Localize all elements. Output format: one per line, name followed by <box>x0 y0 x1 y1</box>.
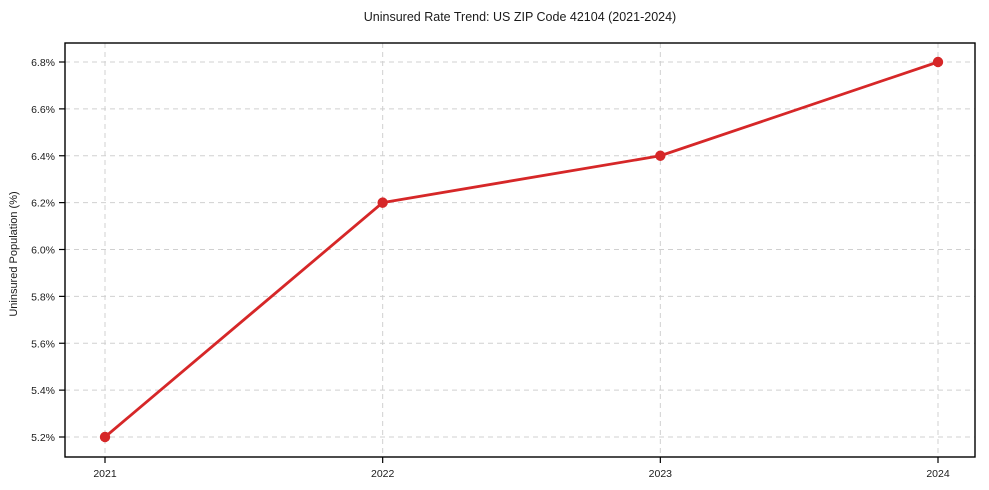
y-tick-label: 6.8% <box>31 57 55 69</box>
y-axis-title-text: Uninsured Population (%) <box>8 191 20 317</box>
y-tick-label: 5.6% <box>31 338 55 350</box>
x-tick-label: 2022 <box>371 468 395 480</box>
data-point <box>99 431 111 443</box>
x-tick-label: 2023 <box>649 468 673 480</box>
data-point <box>377 197 388 208</box>
y-tick-label: 6.0% <box>31 245 55 257</box>
data-point <box>932 56 944 68</box>
y-tick-label: 5.8% <box>31 291 55 303</box>
y-tick-label: 5.4% <box>31 385 55 397</box>
x-tick-label: 2021 <box>93 468 117 480</box>
trend-line <box>103 60 940 439</box>
y-tick-label: 6.6% <box>31 104 55 116</box>
chart-title: Uninsured Rate Trend: US ZIP Code 42104 … <box>363 10 677 24</box>
y-tick-label: 6.2% <box>31 198 55 210</box>
data-point <box>655 150 666 161</box>
y-tick-label: 6.4% <box>31 151 55 163</box>
y-tick-label: 5.2% <box>31 432 55 444</box>
x-tick-label: 2024 <box>926 468 950 480</box>
